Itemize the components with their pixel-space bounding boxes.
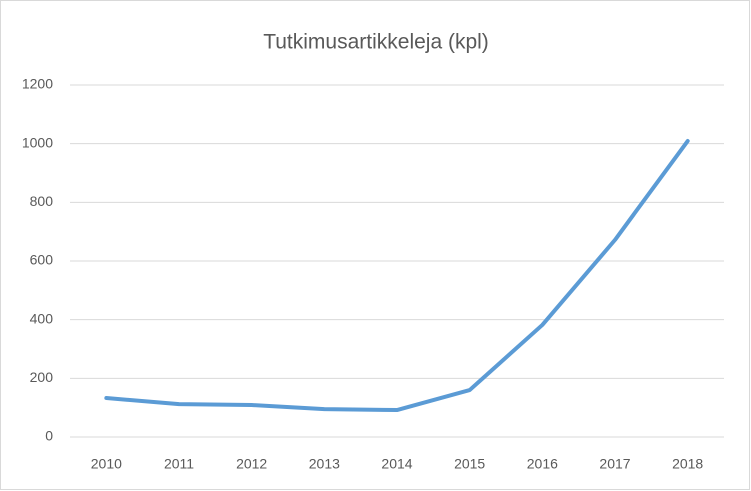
x-tick-label: 2015 [454, 456, 485, 472]
x-tick-label: 2013 [309, 456, 340, 472]
y-tick-label: 1000 [22, 134, 53, 150]
y-tick-label: 200 [30, 369, 54, 385]
x-tick-label: 2014 [381, 456, 412, 472]
x-tick-label: 2010 [91, 456, 122, 472]
y-tick-label: 400 [30, 310, 54, 326]
y-tick-label: 600 [30, 252, 54, 268]
x-tick-label: 2011 [164, 456, 194, 472]
chart-title: Tutkimusartikkeleja (kpl) [263, 31, 489, 54]
x-tick-label: 2017 [599, 456, 630, 472]
y-tick-label: 0 [45, 428, 53, 444]
x-tick-label: 2012 [236, 456, 267, 472]
data-line [104, 139, 690, 413]
x-tick-label: 2018 [672, 456, 703, 472]
y-tick-label: 800 [30, 193, 54, 209]
x-tick-label: 2016 [527, 456, 558, 472]
y-tick-label: 1200 [22, 76, 53, 92]
